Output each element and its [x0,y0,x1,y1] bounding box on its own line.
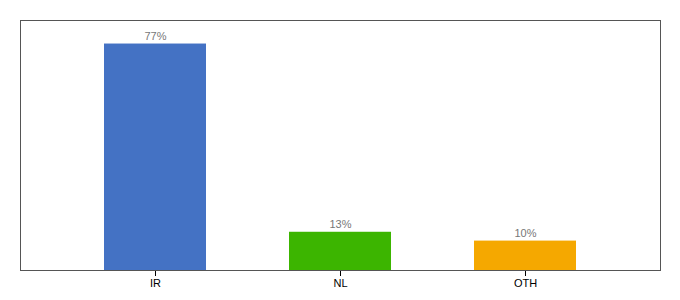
svg-text:IR: IR [150,277,161,289]
svg-text:OTH: OTH [514,277,537,289]
svg-text:10%: 10% [514,227,536,239]
svg-text:NL: NL [333,277,347,289]
svg-text:13%: 13% [329,218,351,230]
svg-text:77%: 77% [144,30,166,42]
